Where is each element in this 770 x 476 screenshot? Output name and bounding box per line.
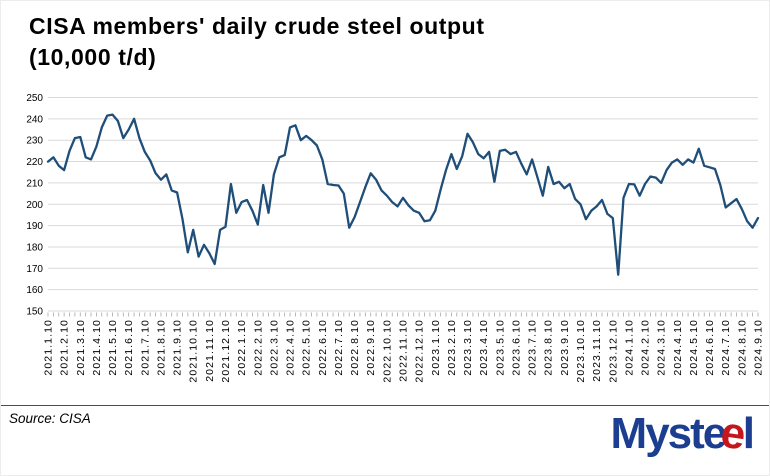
x-axis-label: 2023.10.10 <box>575 319 587 383</box>
x-axis-label: 2022.1.10 <box>236 319 248 376</box>
x-axis-label: 2022.9.10 <box>365 319 377 376</box>
x-axis-label: 2021.5.10 <box>107 319 119 376</box>
x-axis-label: 2024.3.10 <box>656 319 668 376</box>
x-axis-label: 2023.11.10 <box>591 319 603 382</box>
x-axis-label: 2021.4.10 <box>91 319 103 376</box>
x-axis-label: 2021.12.10 <box>220 319 232 383</box>
logo-text-l: l <box>742 409 755 458</box>
x-axis-label: 2023.9.10 <box>559 319 571 376</box>
x-axis-label: 2022.4.10 <box>285 319 297 376</box>
x-axis-label: 2022.6.10 <box>317 319 329 376</box>
x-axis-label: 2021.3.10 <box>75 319 87 376</box>
x-axis-label: 2023.12.10 <box>607 319 619 383</box>
y-axis-label: 210 <box>26 178 43 189</box>
y-axis-label: 220 <box>26 157 43 168</box>
x-axis-label: 2022.11.10 <box>398 319 410 382</box>
x-axis-label: 2023.6.10 <box>510 319 522 376</box>
x-axis-label: 2024.7.10 <box>720 319 732 376</box>
chart-title: CISA members' daily crude steel output (… <box>29 11 485 73</box>
x-axis-label: 2022.2.10 <box>252 319 264 376</box>
x-axis-label: 2024.2.10 <box>640 319 652 376</box>
x-axis-label: 2021.8.10 <box>155 319 167 376</box>
logo-text-myst: Myst <box>610 409 705 458</box>
x-axis-label: 2024.1.10 <box>623 319 635 376</box>
logo-text-e1: e <box>702 409 728 458</box>
x-axis-label: 2023.3.10 <box>462 319 474 376</box>
x-axis-label: 2023.2.10 <box>446 319 458 376</box>
x-axis-label: 2022.10.10 <box>381 319 393 383</box>
x-axis-label: 2023.7.10 <box>527 319 539 376</box>
x-axis-label: 2021.6.10 <box>123 319 135 376</box>
x-axis-label: 2023.1.10 <box>430 319 442 376</box>
chart-title-line2: (10,000 t/d) <box>29 44 157 70</box>
y-axis-label: 200 <box>26 200 43 211</box>
x-axis-label: 2024.5.10 <box>688 319 700 376</box>
x-axis-label: 2024.8.10 <box>736 319 748 376</box>
y-axis-label: 150 <box>26 307 43 318</box>
y-axis-label: 240 <box>26 114 43 125</box>
x-axis-label: 2024.9.10 <box>753 319 765 376</box>
data-line <box>46 113 760 276</box>
x-axis-label: 2021.2.10 <box>59 319 71 376</box>
chart-title-line1: CISA members' daily crude steel output <box>29 13 485 39</box>
x-axis-label: 2023.8.10 <box>543 319 555 376</box>
x-axis-label: 2023.4.10 <box>478 319 490 376</box>
x-axis-label: 2021.9.10 <box>172 319 184 376</box>
x-axis-label: 2024.6.10 <box>704 319 716 376</box>
x-axis-label: 2021.10.10 <box>188 319 200 383</box>
x-axis-label: 2022.12.10 <box>414 319 426 383</box>
y-axis-label: 250 <box>26 93 43 104</box>
source-label: Source: CISA <box>9 411 91 426</box>
x-axis-label: 2021.1.10 <box>43 319 55 376</box>
x-axis-label: 2022.5.10 <box>301 319 313 376</box>
y-axis-label: 180 <box>26 242 43 253</box>
x-axis-label: 2022.8.10 <box>349 319 361 376</box>
x-axis-label: 2021.11.10 <box>204 319 216 382</box>
x-axis-label: 2022.7.10 <box>333 319 345 376</box>
y-axis-label: 230 <box>26 136 43 147</box>
mysteel-logo: Mysteel <box>610 408 756 460</box>
footer-divider <box>1 405 769 406</box>
x-axis-label: 2023.5.10 <box>494 319 506 376</box>
x-axis-label: 2024.4.10 <box>672 319 684 376</box>
y-axis-label: 160 <box>26 285 43 296</box>
y-axis-label: 170 <box>26 264 43 275</box>
x-axis-label: 2022.3.10 <box>268 319 280 376</box>
y-axis-label: 190 <box>26 221 43 232</box>
x-axis-label: 2021.7.10 <box>139 319 151 376</box>
